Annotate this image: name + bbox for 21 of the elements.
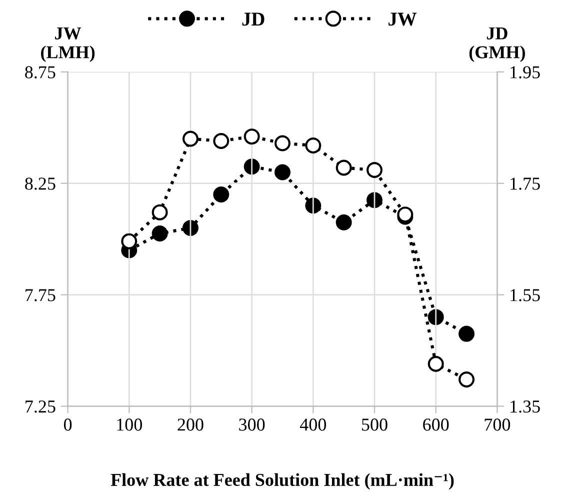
x-axis-title: Flow Rate at Feed Solution Inlet (mL·min⁻¹) <box>110 473 454 490</box>
x-tick-label: 100 <box>117 418 142 431</box>
y2-tick-label: 1.75 <box>510 178 540 190</box>
y2-tick-label: 1.55 <box>510 289 540 302</box>
x-tick-label: 700 <box>484 418 510 431</box>
y-tick-label: 7.75 <box>26 289 56 302</box>
x-tick-label: 500 <box>362 418 388 431</box>
legend-label: JW <box>388 12 417 26</box>
y2-tick-label: 1.95 <box>510 66 540 78</box>
legend-label: JD <box>242 12 264 26</box>
y-tick-label: 7.25 <box>26 400 56 413</box>
y2-axis-title: JD (GMH) <box>469 27 525 62</box>
x-tick-label: 200 <box>178 418 204 431</box>
y2-tick-label: 1.35 <box>510 400 540 413</box>
y-tick-label: 8.25 <box>25 178 56 190</box>
y-tick-label: 8.75 <box>25 66 56 78</box>
x-tick-label: 600 <box>423 418 449 431</box>
x-tick-label: 300 <box>239 418 265 431</box>
x-tick-label: 400 <box>300 418 326 431</box>
x-tick-label: 0 <box>64 418 72 431</box>
y-axis-title: JW (LMH) <box>41 27 95 62</box>
